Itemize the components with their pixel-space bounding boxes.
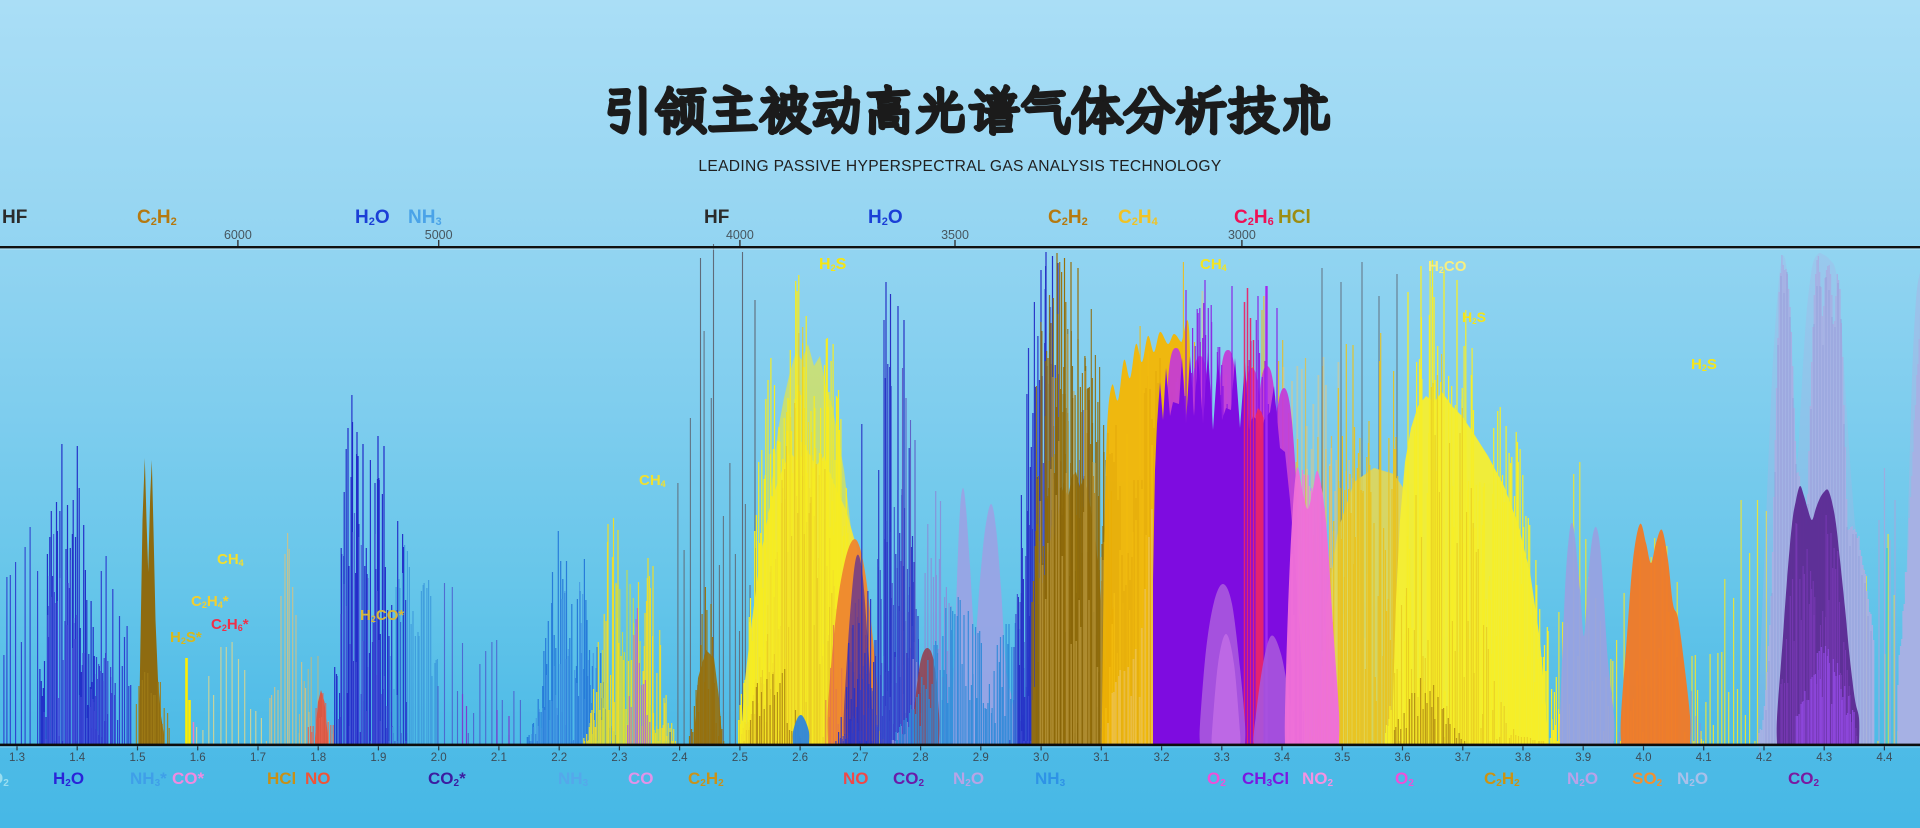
svg-text:SO2: SO2 bbox=[1632, 769, 1663, 789]
svg-text:3000: 3000 bbox=[1228, 228, 1256, 242]
svg-text:4.3: 4.3 bbox=[1816, 752, 1832, 764]
svg-text:1.8: 1.8 bbox=[310, 752, 326, 764]
svg-text:1.5: 1.5 bbox=[130, 752, 146, 764]
svg-text:H2O: H2O bbox=[355, 207, 390, 228]
svg-text:CO2: CO2 bbox=[893, 769, 925, 789]
svg-text:CH4: CH4 bbox=[639, 472, 666, 489]
svg-text:LEADING PASSIVE HYPERSPECTRAL: LEADING PASSIVE HYPERSPECTRAL GAS ANALYS… bbox=[698, 158, 1221, 175]
svg-text:4.4: 4.4 bbox=[1876, 752, 1893, 764]
svg-text:2.3: 2.3 bbox=[611, 752, 627, 764]
svg-text:3.6: 3.6 bbox=[1395, 752, 1411, 764]
svg-text:O2: O2 bbox=[1395, 769, 1414, 789]
svg-text:NH3: NH3 bbox=[408, 207, 442, 228]
svg-text:HF: HF bbox=[2, 207, 27, 228]
svg-text:C2H6*: C2H6* bbox=[211, 616, 249, 633]
svg-text:HF: HF bbox=[704, 207, 729, 228]
svg-text:NO2: NO2 bbox=[1302, 769, 1334, 789]
svg-text:1.9: 1.9 bbox=[370, 752, 386, 764]
svg-text:O2: O2 bbox=[1207, 769, 1226, 789]
svg-text:4.0: 4.0 bbox=[1636, 752, 1652, 764]
svg-text:NH3*: NH3* bbox=[130, 769, 167, 789]
svg-text:HCl: HCl bbox=[1278, 207, 1311, 228]
svg-text:2.4: 2.4 bbox=[672, 752, 689, 764]
svg-text:2.7: 2.7 bbox=[852, 752, 868, 764]
svg-text:5000: 5000 bbox=[425, 228, 453, 242]
svg-text:CO2: CO2 bbox=[1788, 769, 1820, 789]
svg-text:CO2*: CO2* bbox=[428, 769, 466, 789]
svg-text:O2: O2 bbox=[0, 769, 9, 789]
svg-text:2.6: 2.6 bbox=[792, 752, 808, 764]
svg-text:2.1: 2.1 bbox=[491, 752, 507, 764]
svg-text:H2S*: H2S* bbox=[170, 629, 202, 646]
svg-text:3.0: 3.0 bbox=[1033, 752, 1049, 764]
svg-text:2.0: 2.0 bbox=[431, 752, 447, 764]
svg-text:1.7: 1.7 bbox=[250, 752, 266, 764]
svg-text:H2O: H2O bbox=[53, 769, 84, 789]
svg-text:N2O: N2O bbox=[1567, 769, 1598, 789]
svg-text:3.2: 3.2 bbox=[1154, 752, 1170, 764]
svg-text:C2H6: C2H6 bbox=[1234, 207, 1274, 228]
svg-text:C2H2: C2H2 bbox=[688, 769, 724, 789]
svg-text:3.4: 3.4 bbox=[1274, 752, 1291, 764]
svg-text:H2S: H2S bbox=[1691, 356, 1717, 373]
svg-text:3.1: 3.1 bbox=[1093, 752, 1109, 764]
svg-text:NH3: NH3 bbox=[558, 769, 589, 789]
svg-text:C2H2: C2H2 bbox=[1048, 207, 1088, 228]
svg-text:1.3: 1.3 bbox=[9, 752, 25, 764]
svg-text:4000: 4000 bbox=[726, 228, 754, 242]
svg-text:3.8: 3.8 bbox=[1515, 752, 1531, 764]
svg-text:C2H4*: C2H4* bbox=[191, 593, 229, 610]
svg-text:H2S: H2S bbox=[1462, 309, 1486, 326]
svg-text:1.4: 1.4 bbox=[69, 752, 86, 764]
svg-text:3.5: 3.5 bbox=[1334, 752, 1350, 764]
svg-text:2.2: 2.2 bbox=[551, 752, 567, 764]
svg-text:H2O: H2O bbox=[868, 207, 903, 228]
svg-text:3.9: 3.9 bbox=[1575, 752, 1591, 764]
svg-text:H2CO: H2CO bbox=[1428, 258, 1467, 275]
svg-text:NO: NO bbox=[843, 769, 869, 788]
svg-text:CH3Cl: CH3Cl bbox=[1242, 769, 1289, 789]
svg-text:H2S: H2S bbox=[819, 256, 847, 273]
svg-text:C2H2: C2H2 bbox=[137, 207, 177, 228]
svg-text:6000: 6000 bbox=[224, 228, 252, 242]
svg-text:1.6: 1.6 bbox=[190, 752, 206, 764]
svg-text:HCl: HCl bbox=[267, 769, 296, 788]
svg-text:N2O: N2O bbox=[1677, 769, 1708, 789]
svg-text:4.2: 4.2 bbox=[1756, 752, 1772, 764]
svg-text:C2H2: C2H2 bbox=[1484, 769, 1520, 789]
svg-text:CO*: CO* bbox=[172, 769, 205, 788]
svg-text:3500: 3500 bbox=[941, 228, 969, 242]
svg-text:NH3: NH3 bbox=[1035, 769, 1066, 789]
svg-text:CH4: CH4 bbox=[1200, 256, 1227, 273]
svg-text:2.5: 2.5 bbox=[732, 752, 748, 764]
svg-text:2.9: 2.9 bbox=[973, 752, 989, 764]
svg-text:3.3: 3.3 bbox=[1214, 752, 1230, 764]
svg-text:NO: NO bbox=[305, 769, 331, 788]
svg-text:C2H4: C2H4 bbox=[1118, 207, 1159, 228]
svg-text:CO: CO bbox=[628, 769, 654, 788]
svg-text:H2CO*: H2CO* bbox=[360, 607, 404, 624]
svg-text:3.7: 3.7 bbox=[1455, 752, 1471, 764]
svg-text:CH4: CH4 bbox=[217, 551, 244, 568]
svg-text:2.8: 2.8 bbox=[913, 752, 929, 764]
svg-text:N2O: N2O bbox=[953, 769, 984, 789]
svg-text:4.1: 4.1 bbox=[1696, 752, 1712, 764]
